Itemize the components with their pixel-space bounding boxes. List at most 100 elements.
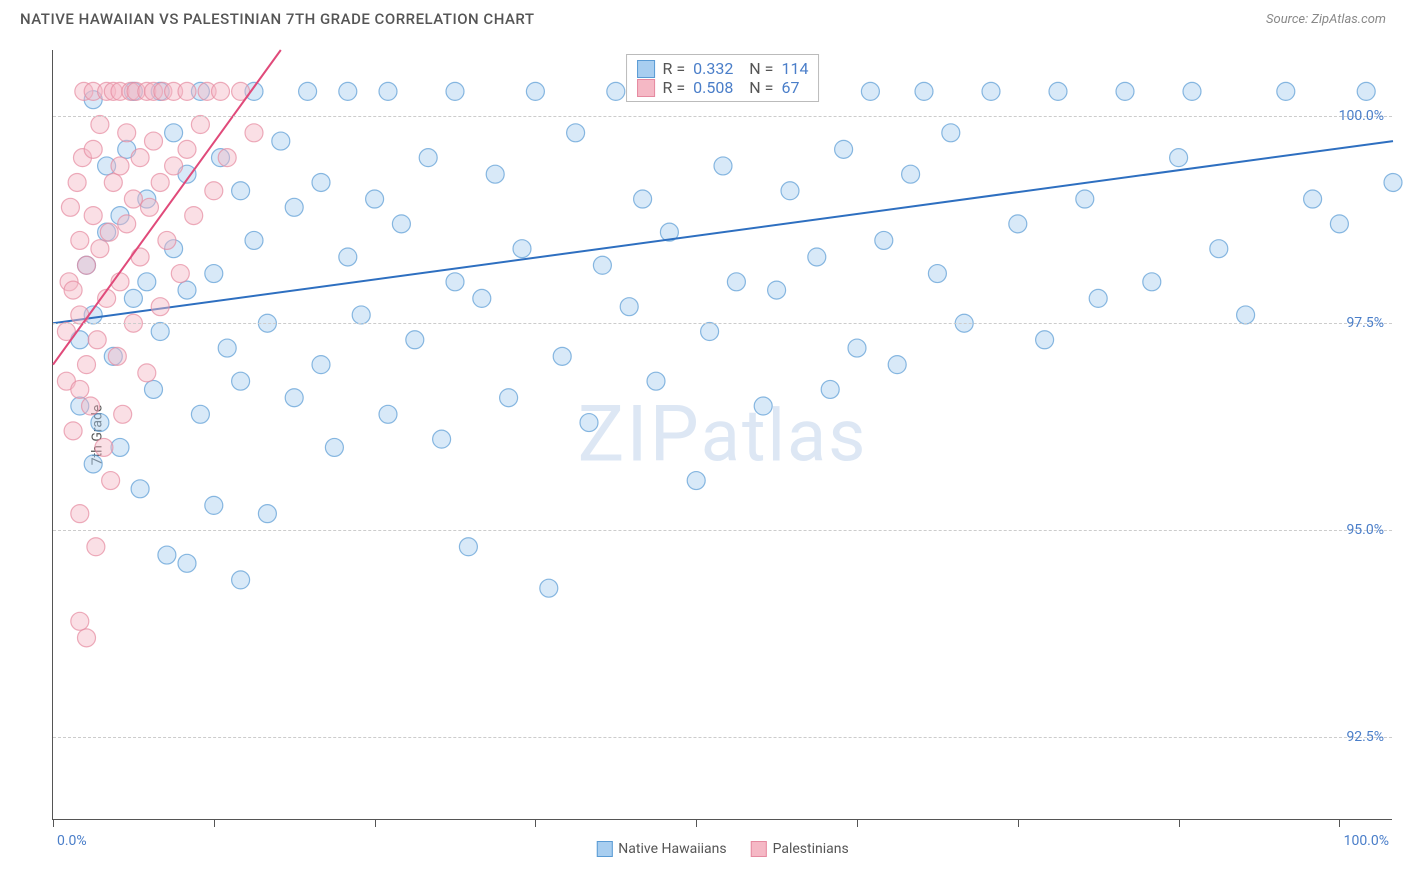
data-point [1237,306,1255,324]
stat-n-value: 114 [781,59,808,78]
data-point [1049,82,1067,100]
data-point [888,356,906,374]
data-point [299,82,317,100]
data-point [232,182,250,200]
data-point [245,124,263,142]
stat-row: R = 0.508 N = 67 [637,78,809,97]
ytick-label: 100.0% [1339,108,1384,124]
data-point [205,182,223,200]
data-point [131,480,149,498]
data-point [118,215,136,233]
data-point [178,82,196,100]
legend-item: Native Hawaiians [596,841,726,857]
data-point [1116,82,1134,100]
data-point [902,165,920,183]
data-point [392,215,410,233]
gridline [53,323,1392,324]
stat-r-value: 0.508 [693,78,733,97]
data-point [82,397,100,415]
data-point [191,405,209,423]
data-point [379,405,397,423]
data-point [540,579,558,597]
data-point [714,157,732,175]
data-point [84,207,102,225]
data-point [1357,82,1375,100]
data-point [91,116,109,134]
data-point [647,372,665,390]
data-point [1384,173,1402,191]
data-point [78,629,96,647]
data-point [91,414,109,432]
data-point [379,82,397,100]
data-point [218,149,236,167]
data-point [78,356,96,374]
data-point [500,389,518,407]
data-point [205,265,223,283]
stat-n-label: N = [741,78,773,97]
data-point [68,173,86,191]
ytick-label: 95.0% [1346,522,1384,538]
legend-label: Palestinians [773,841,849,857]
data-point [754,397,772,415]
data-point [114,405,132,423]
data-point [1210,240,1228,258]
data-point [111,438,129,456]
data-point [84,455,102,473]
data-point [191,116,209,134]
data-point [419,149,437,167]
data-point [140,198,158,216]
data-point [165,124,183,142]
chart-source: Source: ZipAtlas.com [1266,12,1386,27]
data-point [821,380,839,398]
data-point [593,256,611,274]
data-point [848,339,866,357]
data-point [258,505,276,523]
data-point [406,331,424,349]
data-point [61,198,79,216]
data-point [446,82,464,100]
data-point [87,538,105,556]
data-point [835,140,853,158]
data-point [71,306,89,324]
xtick-label-start: 0.0% [57,833,87,849]
data-point [71,380,89,398]
data-point [915,82,933,100]
chart-plot-area: 7th Grade ZIPatlas R = 0.332 N = 114R = … [52,50,1392,820]
data-point [212,82,230,100]
data-point [366,190,384,208]
gridline [53,530,1392,531]
data-point [446,273,464,291]
data-point [768,281,786,299]
data-point [218,339,236,357]
data-point [687,472,705,490]
legend-item: Palestinians [751,841,849,857]
data-point [165,157,183,175]
data-point [473,289,491,307]
data-point [185,207,203,225]
data-point [285,198,303,216]
data-point [108,347,126,365]
data-point [138,273,156,291]
data-point [1076,190,1094,208]
data-point [352,306,370,324]
xtick [53,819,54,827]
data-point [781,182,799,200]
data-point [1277,82,1295,100]
data-point [1089,289,1107,307]
ytick-label: 97.5% [1346,315,1384,331]
data-point [100,223,118,241]
stat-swatch [637,79,655,97]
data-point [312,173,330,191]
data-point [138,364,156,382]
data-point [634,190,652,208]
data-point [91,240,109,258]
data-point [580,414,598,432]
data-point [942,124,960,142]
data-point [145,380,163,398]
data-point [1143,273,1161,291]
xtick-label-end: 100.0% [1344,833,1389,849]
ytick-label: 92.5% [1346,729,1384,745]
data-point [64,281,82,299]
data-point [124,190,142,208]
stat-r-label: R = [663,59,686,78]
